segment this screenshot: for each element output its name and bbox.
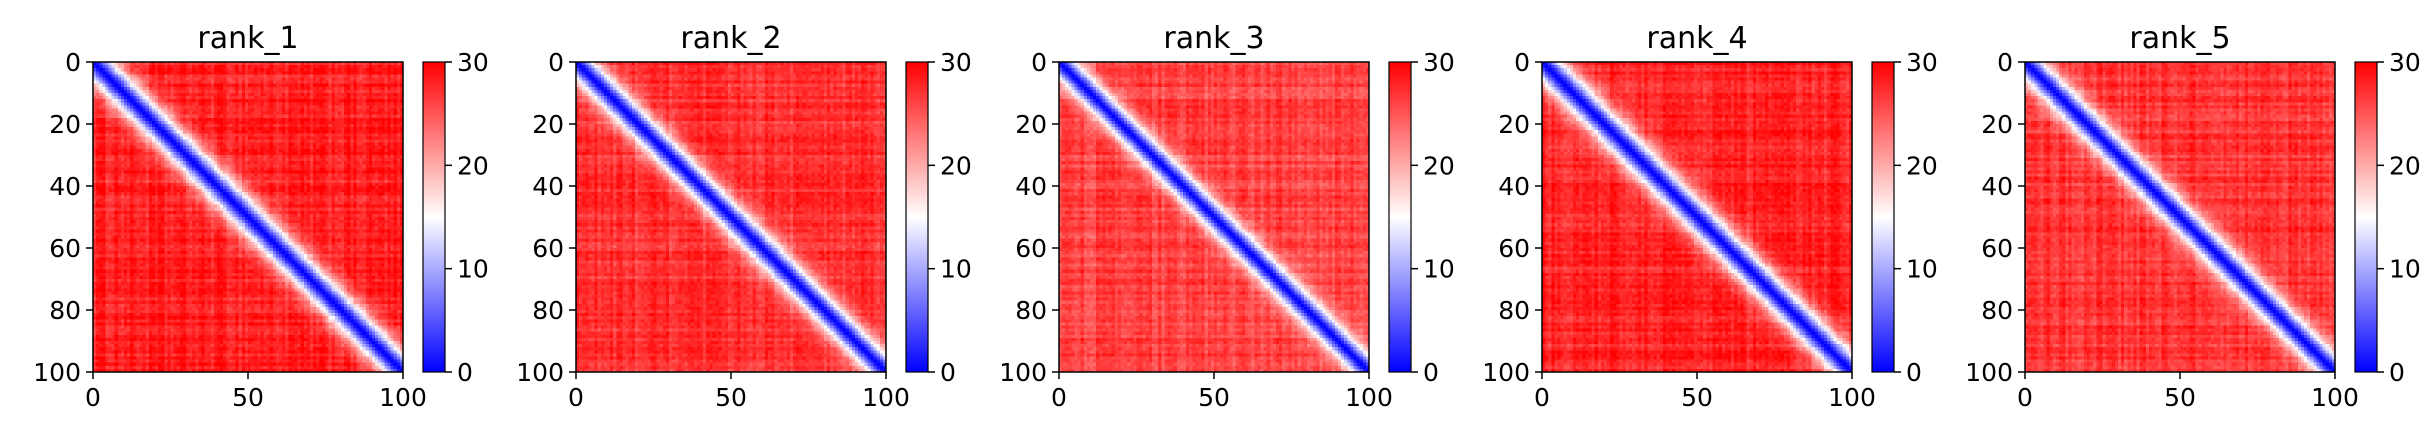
x-tick-label: 100 — [1345, 383, 1393, 412]
y-tick-label: 20 — [49, 110, 81, 139]
y-tick-label: 80 — [1498, 296, 1530, 325]
x-tick-label: 50 — [1681, 383, 1713, 412]
colorbar-tick-label: 20 — [1906, 151, 1938, 180]
colorbar-tick-label: 10 — [1906, 255, 1938, 284]
x-tick-label: 0 — [568, 383, 584, 412]
y-tick-label: 60 — [49, 234, 81, 263]
y-tick-label: 0 — [548, 48, 564, 77]
heatmap-cells — [1542, 62, 1852, 372]
y-tick-label: 60 — [532, 234, 564, 263]
heatmap-cells — [1059, 62, 1369, 372]
x-tick-label: 100 — [379, 383, 427, 412]
colorbar-tick-label: 0 — [2389, 358, 2405, 387]
y-tick-label: 20 — [1498, 110, 1530, 139]
colorbar-tick-label: 20 — [457, 151, 489, 180]
panel-title: rank_1 — [197, 21, 298, 56]
panel-title: rank_2 — [680, 21, 781, 56]
heatmap-cells — [93, 62, 403, 372]
y-tick-label: 0 — [1031, 48, 1047, 77]
y-tick-label: 100 — [1965, 358, 2013, 387]
colorbar — [905, 61, 929, 373]
colorbar — [422, 61, 446, 373]
y-tick-label: 40 — [1015, 172, 1047, 201]
colorbar-tick-label: 20 — [2389, 151, 2421, 180]
y-tick-label: 80 — [49, 296, 81, 325]
colorbar — [2354, 61, 2378, 373]
colorbar-tick-label: 30 — [457, 48, 489, 77]
colorbar-tick-label: 0 — [1906, 358, 1922, 387]
panel-title: rank_4 — [1646, 21, 1747, 56]
x-tick-label: 0 — [2017, 383, 2033, 412]
y-tick-label: 40 — [1498, 172, 1530, 201]
x-tick-label: 100 — [2311, 383, 2359, 412]
x-tick-label: 50 — [2164, 383, 2196, 412]
colorbar-tick-label: 0 — [940, 358, 956, 387]
colorbar — [1388, 61, 1412, 373]
colorbar-tick-label: 10 — [940, 255, 972, 284]
x-tick-label: 50 — [715, 383, 747, 412]
y-tick-label: 0 — [1514, 48, 1530, 77]
y-tick-label: 60 — [1015, 234, 1047, 263]
colorbar-tick-label: 10 — [2389, 255, 2421, 284]
x-tick-label: 0 — [85, 383, 101, 412]
x-tick-label: 50 — [1198, 383, 1230, 412]
y-tick-label: 40 — [532, 172, 564, 201]
y-tick-label: 80 — [1015, 296, 1047, 325]
x-tick-label: 0 — [1534, 383, 1550, 412]
y-tick-label: 0 — [65, 48, 81, 77]
y-tick-label: 100 — [1482, 358, 1530, 387]
colorbar-tick-label: 30 — [2389, 48, 2421, 77]
y-tick-label: 60 — [1498, 234, 1530, 263]
colorbar-tick-label: 30 — [1906, 48, 1938, 77]
y-tick-label: 100 — [33, 358, 81, 387]
y-tick-label: 60 — [1981, 234, 2013, 263]
y-tick-label: 20 — [532, 110, 564, 139]
y-tick-label: 100 — [516, 358, 564, 387]
y-tick-label: 20 — [1015, 110, 1047, 139]
y-tick-label: 0 — [1997, 48, 2013, 77]
panel-title: rank_3 — [1163, 21, 1264, 56]
panel-title: rank_5 — [2129, 21, 2230, 56]
heatmap-cells — [2025, 62, 2335, 372]
heatmap-cells — [576, 62, 886, 372]
x-tick-label: 50 — [232, 383, 264, 412]
colorbar-tick-label: 10 — [1423, 255, 1455, 284]
colorbar-tick-label: 20 — [940, 151, 972, 180]
colorbar-tick-label: 0 — [1423, 358, 1439, 387]
y-tick-label: 80 — [532, 296, 564, 325]
y-tick-label: 40 — [1981, 172, 2013, 201]
y-tick-label: 100 — [999, 358, 1047, 387]
colorbar-tick-label: 30 — [1423, 48, 1455, 77]
y-tick-label: 40 — [49, 172, 81, 201]
colorbar-tick-label: 30 — [940, 48, 972, 77]
x-tick-label: 100 — [1828, 383, 1876, 412]
colorbar-tick-label: 10 — [457, 255, 489, 284]
colorbar — [1871, 61, 1895, 373]
colorbar-tick-label: 0 — [457, 358, 473, 387]
colorbar-tick-label: 20 — [1423, 151, 1455, 180]
y-tick-label: 80 — [1981, 296, 2013, 325]
y-tick-label: 20 — [1981, 110, 2013, 139]
x-tick-label: 100 — [862, 383, 910, 412]
x-tick-label: 0 — [1051, 383, 1067, 412]
